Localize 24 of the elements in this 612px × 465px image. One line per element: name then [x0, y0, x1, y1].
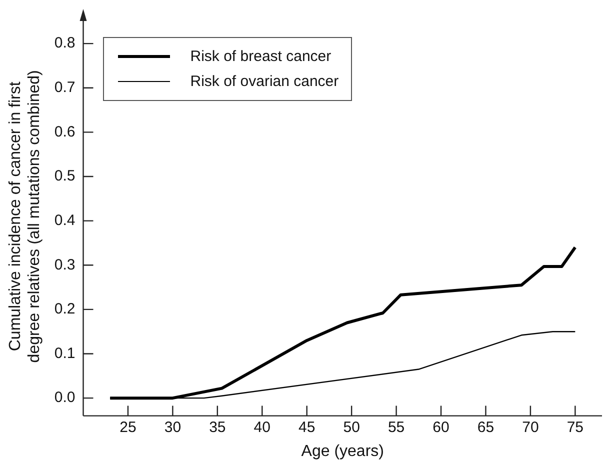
y-tick-label: 0.8 — [54, 34, 76, 52]
y-tick-label: 0.4 — [54, 212, 76, 229]
y-tick-label: 0.1 — [54, 344, 76, 362]
x-tick-label: 75 — [566, 418, 584, 436]
y-tick-label: 0.7 — [54, 79, 76, 96]
x-tick-label: 55 — [388, 418, 405, 436]
x-tick-label: 70 — [522, 418, 539, 436]
x-tick-label: 50 — [343, 418, 360, 436]
y-tick-label: 0.3 — [54, 256, 76, 274]
x-tick-label: 40 — [254, 418, 270, 436]
x-tick-label: 35 — [209, 418, 226, 436]
x-tick-label: 65 — [477, 418, 494, 436]
y-axis-title: Cumulative incidence of cancer in first degree relatives (all mutations combined) — [7, 70, 44, 363]
y-tick-label: 0.0 — [54, 389, 76, 406]
x-axis-title: Age (years) — [301, 442, 384, 460]
x-tick-label: 30 — [164, 418, 182, 436]
y-tick-label: 0.5 — [54, 168, 76, 185]
y-tick-label: 0.6 — [54, 123, 76, 140]
legend-label: Risk of breast cancer — [190, 48, 332, 65]
x-tick-label: 25 — [120, 418, 136, 436]
x-tick-label: 60 — [432, 418, 450, 436]
legend-label: Risk of ovarian cancer — [190, 73, 339, 90]
y-tick-label: 0.2 — [54, 300, 76, 318]
x-tick-label: 45 — [298, 418, 316, 436]
